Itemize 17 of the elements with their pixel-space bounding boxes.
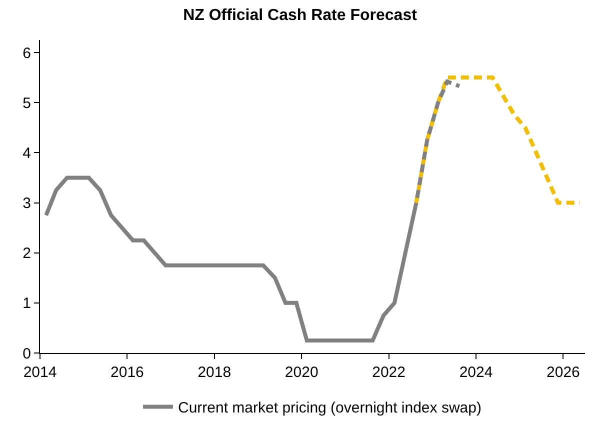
y-tick-label: 1 — [22, 295, 31, 312]
line-series — [414, 76, 582, 205]
x-tick-label: 2024 — [459, 364, 493, 381]
x-tick-label: 2014 — [23, 364, 57, 381]
y-tick-label: 5 — [22, 94, 31, 112]
x-tick-label: 2018 — [198, 364, 232, 381]
y-tick-label: 4 — [22, 144, 31, 162]
chart-title: NZ Official Cash Rate Forecast — [183, 6, 418, 24]
x-tick-label: 2016 — [110, 364, 144, 381]
x-tick-label: 2026 — [546, 364, 580, 381]
x-tick-label: 2022 — [372, 364, 406, 381]
y-tick-label: 0 — [22, 345, 31, 362]
y-tick-label: 3 — [22, 195, 31, 212]
legend-label: Current market pricing (overnight index swap) — [178, 400, 482, 417]
y-tick-label: 6 — [22, 44, 31, 62]
y-tick-label: 2 — [22, 245, 31, 262]
x-tick-label: 2020 — [284, 364, 318, 381]
